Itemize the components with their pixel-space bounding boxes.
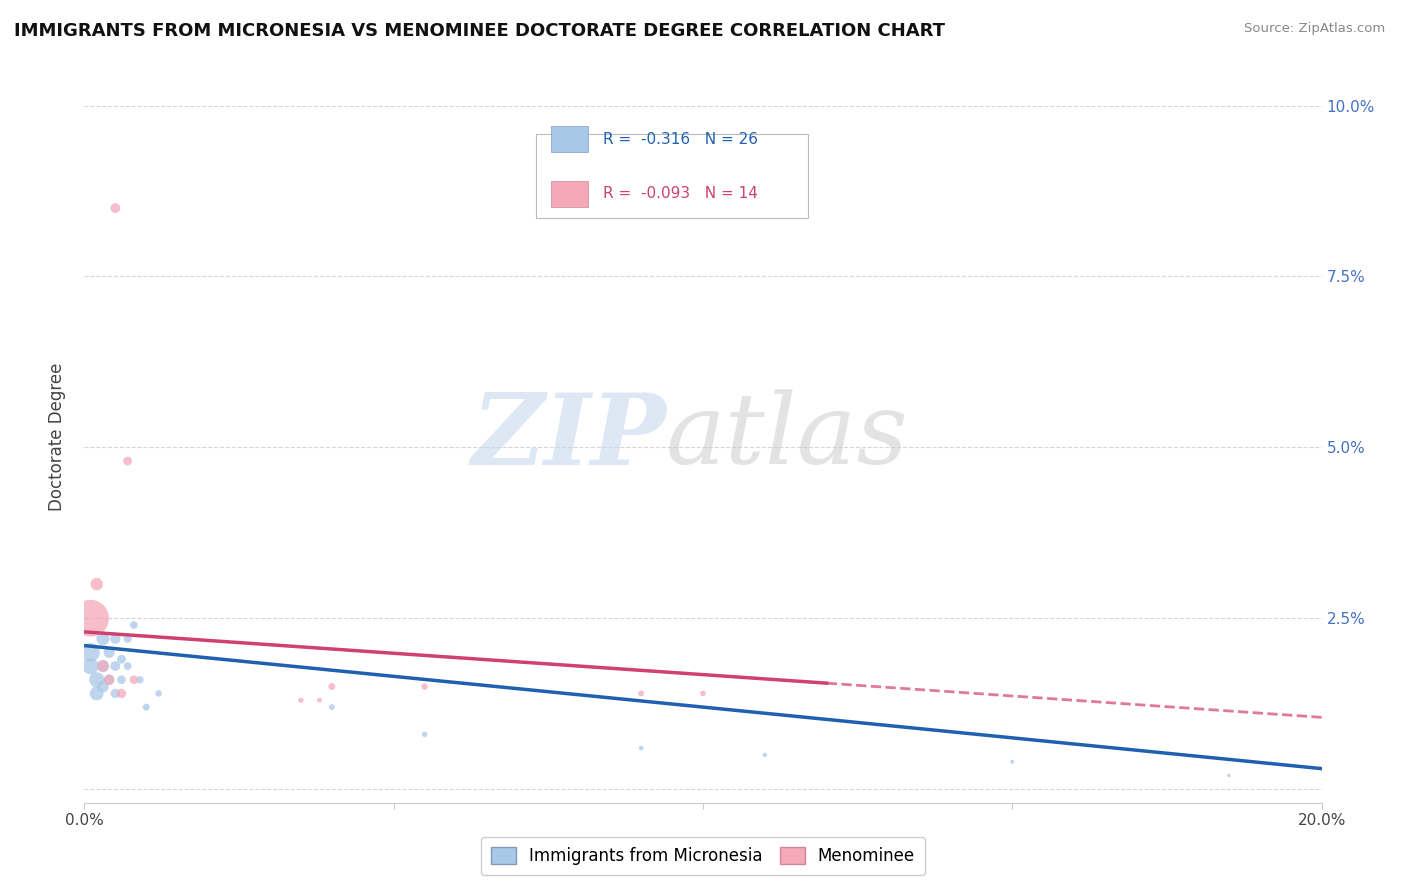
Point [98, 645, 121, 659]
Text: ZIP: ZIP [471, 389, 666, 485]
Point [79, 611, 101, 625]
Text: atlas: atlas [666, 390, 908, 484]
Point [290, 693, 312, 707]
Text: R =  -0.093   N = 14: R = -0.093 N = 14 [603, 186, 758, 202]
Point [1001, 755, 1024, 769]
Point [110, 673, 132, 687]
Point [91, 659, 114, 673]
Point [91, 659, 114, 673]
Point [104, 201, 127, 215]
Y-axis label: Doctorate Degree: Doctorate Degree [48, 363, 66, 511]
Point [86, 577, 108, 591]
Point [104, 659, 127, 673]
Point [117, 454, 139, 468]
Text: IMMIGRANTS FROM MICRONESIA VS MENOMINEE DOCTORATE DEGREE CORRELATION CHART: IMMIGRANTS FROM MICRONESIA VS MENOMINEE … [14, 22, 945, 40]
Point [117, 632, 139, 646]
Point [79, 645, 101, 659]
Point [692, 686, 714, 700]
Point [413, 680, 436, 694]
Point [148, 686, 170, 700]
Point [79, 659, 101, 673]
Point [413, 727, 436, 741]
Legend: Immigrants from Micronesia, Menominee: Immigrants from Micronesia, Menominee [481, 837, 925, 875]
Point [1218, 768, 1240, 782]
Point [86, 673, 108, 687]
Point [117, 659, 139, 673]
Point [308, 693, 330, 707]
Point [754, 747, 776, 762]
FancyBboxPatch shape [551, 126, 588, 152]
Point [135, 700, 157, 714]
Point [110, 652, 132, 666]
Point [91, 632, 114, 646]
Point [122, 673, 145, 687]
Point [104, 632, 127, 646]
Point [630, 686, 652, 700]
Point [321, 680, 343, 694]
Point [91, 680, 114, 694]
Text: R =  -0.316   N = 26: R = -0.316 N = 26 [603, 131, 758, 146]
Point [129, 673, 152, 687]
Point [98, 673, 121, 687]
Point [104, 686, 127, 700]
Point [630, 741, 652, 756]
Point [98, 673, 121, 687]
Point [321, 700, 343, 714]
Point [86, 686, 108, 700]
Text: Source: ZipAtlas.com: Source: ZipAtlas.com [1244, 22, 1385, 36]
FancyBboxPatch shape [551, 181, 588, 207]
Point [122, 618, 145, 632]
Point [110, 686, 132, 700]
FancyBboxPatch shape [536, 134, 808, 218]
